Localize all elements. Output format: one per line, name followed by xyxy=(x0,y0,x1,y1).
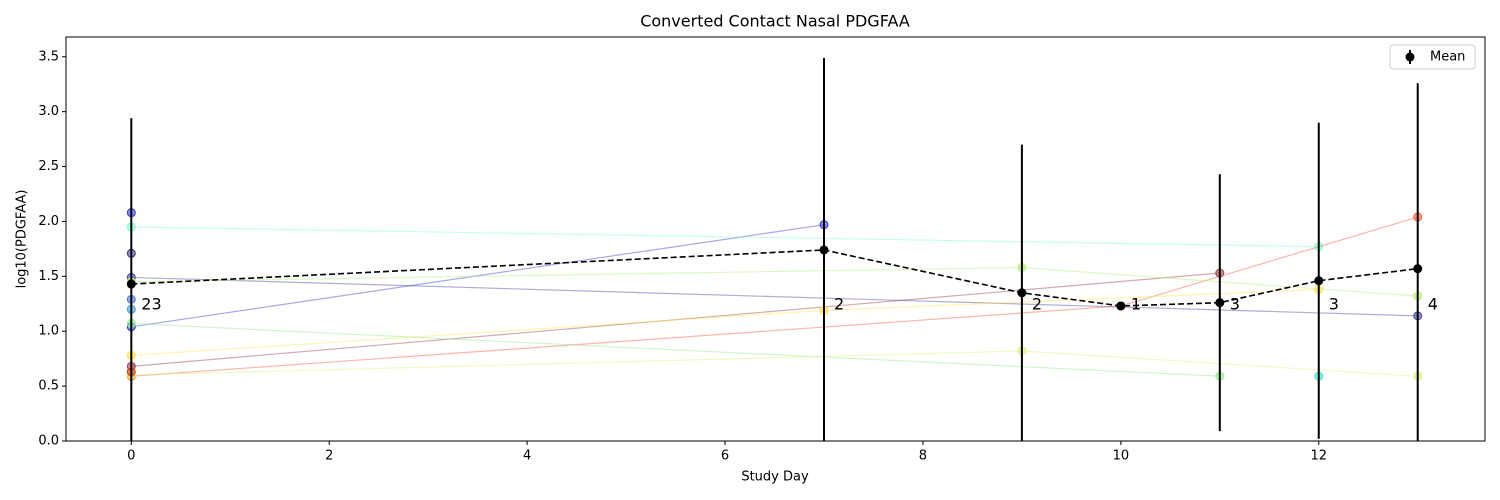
y-axis-label: log10(PDGFAA) xyxy=(15,190,30,289)
count-label: 4 xyxy=(1428,295,1438,314)
y-tick-label: 3.5 xyxy=(38,49,59,64)
count-label: 1 xyxy=(1131,295,1141,314)
count-label: 23 xyxy=(141,295,161,314)
x-tick-label: 8 xyxy=(919,449,927,464)
mean-point xyxy=(819,245,829,255)
x-tick-label: 2 xyxy=(325,449,333,464)
x-tick-label: 6 xyxy=(721,449,729,464)
mean-point xyxy=(1017,288,1027,298)
x-tick-label: 10 xyxy=(1113,449,1130,464)
mean-point xyxy=(1413,264,1423,274)
count-label: 2 xyxy=(1032,295,1042,314)
x-axis-label: Study Day xyxy=(741,470,809,485)
y-tick-label: 2.0 xyxy=(38,214,59,229)
x-tick-label: 12 xyxy=(1310,449,1327,464)
mean-point xyxy=(1116,301,1126,311)
y-tick-label: 0.0 xyxy=(38,434,59,449)
plot-area xyxy=(126,57,1423,441)
legend-marker xyxy=(1405,52,1415,62)
legend-box xyxy=(1389,44,1476,70)
y-tick-label: 2.5 xyxy=(38,159,59,174)
chart-title: Converted Contact Nasal PDGFAA xyxy=(640,12,910,31)
mean-point xyxy=(1314,276,1324,286)
mean-point xyxy=(126,279,136,289)
y-tick-label: 1.0 xyxy=(38,324,59,339)
x-tick-label: 0 xyxy=(127,449,135,464)
subject-line xyxy=(131,322,1220,377)
subject-line xyxy=(131,226,1319,248)
legend-label: Mean xyxy=(1430,50,1465,65)
subject-line xyxy=(131,276,1418,317)
y-tick-label: 1.5 xyxy=(38,269,59,284)
count-label: 2 xyxy=(834,295,844,314)
subject-line xyxy=(131,224,825,328)
subject-line xyxy=(131,272,1220,367)
x-tick-label: 4 xyxy=(523,449,531,464)
y-tick-label: 3.0 xyxy=(38,104,59,119)
y-tick-label: 0.5 xyxy=(38,379,59,394)
mean-point xyxy=(1215,298,1225,308)
axes-frame xyxy=(65,36,1486,442)
count-label: 3 xyxy=(1230,295,1240,314)
count-label: 3 xyxy=(1329,295,1339,314)
